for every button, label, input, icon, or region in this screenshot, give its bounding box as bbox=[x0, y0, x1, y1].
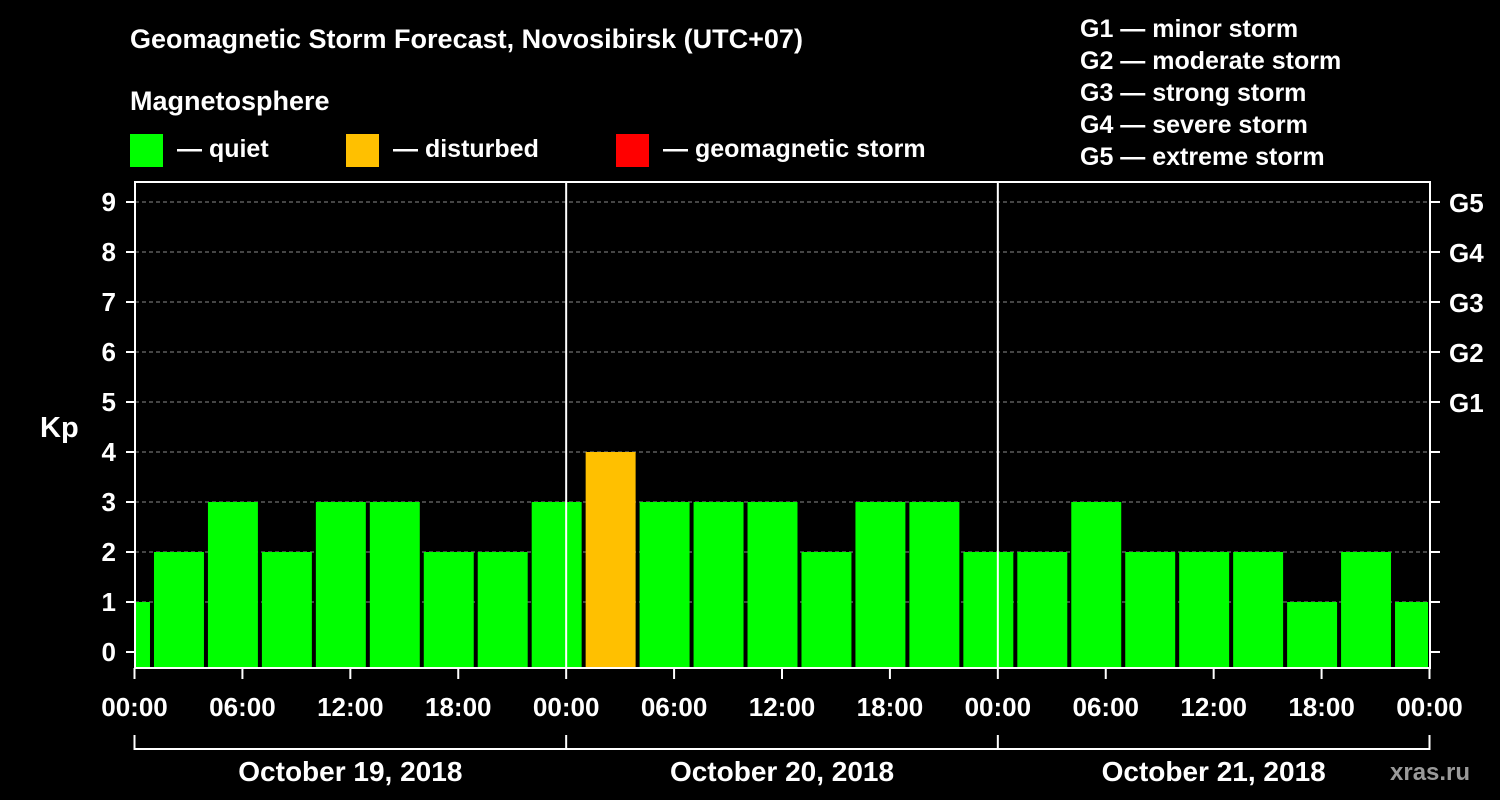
y-tick-label: 1 bbox=[102, 587, 116, 617]
legend-label-disturbed: — disturbed bbox=[393, 135, 539, 163]
y-tick-label: 3 bbox=[102, 487, 116, 517]
y-tick-label: 5 bbox=[102, 387, 116, 417]
x-tick-label: 18:00 bbox=[857, 692, 924, 722]
kp-bar bbox=[531, 502, 582, 668]
storm-scale-g3: G3 — strong storm bbox=[1080, 79, 1306, 107]
kp-bar bbox=[136, 602, 150, 668]
x-tick-label: 12:00 bbox=[1180, 692, 1247, 722]
legend-label-storm: — geomagnetic storm bbox=[663, 135, 926, 163]
y-axis-label: Kp bbox=[40, 412, 79, 444]
day-label: October 21, 2018 bbox=[1102, 756, 1326, 787]
kp-bar bbox=[207, 502, 258, 668]
g-level-label: G4 bbox=[1449, 238, 1484, 268]
y-tick-label: 7 bbox=[102, 287, 116, 317]
g-level-label: G1 bbox=[1449, 388, 1484, 418]
kp-bar bbox=[855, 502, 906, 668]
kp-bar bbox=[585, 452, 636, 668]
y-tick-label: 8 bbox=[102, 237, 116, 267]
x-tick-label: 18:00 bbox=[1288, 692, 1355, 722]
kp-bar bbox=[963, 552, 1014, 668]
x-tick-label: 18:00 bbox=[425, 692, 492, 722]
kp-bar bbox=[1125, 552, 1176, 668]
x-tick-label: 00:00 bbox=[1396, 692, 1463, 722]
x-tick-label: 00:00 bbox=[101, 692, 168, 722]
g-level-label: G5 bbox=[1449, 188, 1484, 218]
kp-bar bbox=[1395, 602, 1428, 668]
kp-bar bbox=[693, 502, 744, 668]
legend-swatch-storm bbox=[616, 134, 649, 167]
kp-bar bbox=[1179, 552, 1230, 668]
kp-bar bbox=[315, 502, 366, 668]
legend-swatch-disturbed bbox=[346, 134, 379, 167]
kp-bar bbox=[261, 552, 312, 668]
storm-scale-g2: G2 — moderate storm bbox=[1080, 47, 1341, 75]
kp-bar bbox=[153, 552, 204, 668]
kp-bar bbox=[369, 502, 420, 668]
x-tick-label: 12:00 bbox=[749, 692, 816, 722]
y-tick-label: 9 bbox=[102, 187, 116, 217]
legend-swatch-quiet bbox=[130, 134, 163, 167]
kp-bar bbox=[639, 502, 690, 668]
y-tick-label: 0 bbox=[102, 637, 116, 667]
kp-bar bbox=[423, 552, 474, 668]
kp-bar bbox=[1017, 552, 1068, 668]
y-tick-label: 6 bbox=[102, 337, 116, 367]
storm-scale-g5: G5 — extreme storm bbox=[1080, 143, 1325, 171]
kp-bar bbox=[909, 502, 960, 668]
x-tick-label: 06:00 bbox=[1073, 692, 1140, 722]
plot-area: 0 1 2 3 4 5 6 7 8 9 G1 G2 G3 G4 G5 00:00 06:00 12:00 18:00… bbox=[101, 181, 1484, 787]
kp-bar bbox=[747, 502, 798, 668]
kp-bar bbox=[1071, 502, 1122, 668]
g-level-label: G2 bbox=[1449, 338, 1484, 368]
watermark: xras.ru bbox=[1390, 759, 1470, 786]
storm-scale-g4: G4 — severe storm bbox=[1080, 111, 1308, 139]
x-tick-label: 12:00 bbox=[317, 692, 384, 722]
kp-bar bbox=[477, 552, 528, 668]
storm-scale-g1: G1 — minor storm bbox=[1080, 15, 1298, 43]
x-tick-label: 06:00 bbox=[641, 692, 708, 722]
kp-bar bbox=[1233, 552, 1284, 668]
y-tick-label: 2 bbox=[102, 537, 116, 567]
x-tick-label: 00:00 bbox=[965, 692, 1032, 722]
kp-bar bbox=[1341, 552, 1392, 668]
day-label: October 20, 2018 bbox=[670, 756, 894, 787]
x-tick-label: 00:00 bbox=[533, 692, 600, 722]
chart-title: Geomagnetic Storm Forecast, Novosibirsk … bbox=[130, 24, 803, 54]
day-label: October 19, 2018 bbox=[238, 756, 462, 787]
x-tick-label: 06:00 bbox=[209, 692, 276, 722]
kp-bar bbox=[801, 552, 852, 668]
legend-heading: Magnetosphere bbox=[130, 86, 330, 116]
g-level-label: G3 bbox=[1449, 288, 1484, 318]
legend-label-quiet: — quiet bbox=[177, 135, 269, 163]
y-tick-label: 4 bbox=[102, 437, 117, 467]
kp-bar bbox=[1287, 602, 1338, 668]
